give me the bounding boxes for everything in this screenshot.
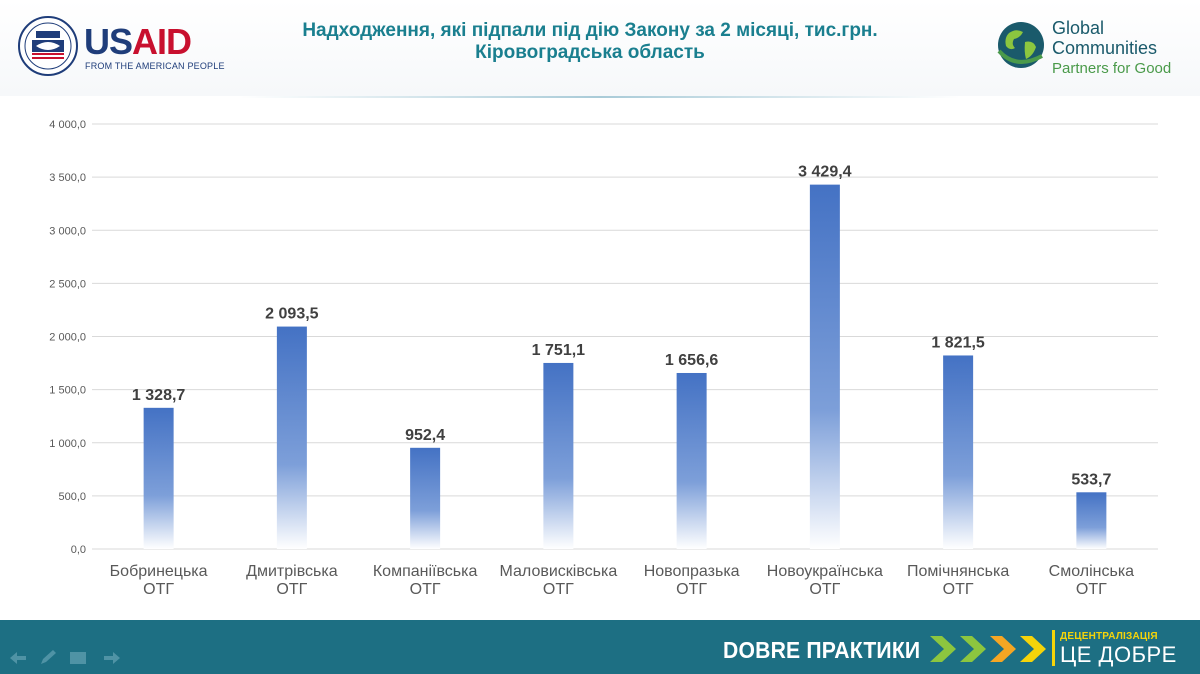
x-tick-label: Новоукраїнська [767, 563, 883, 580]
decentralization-logo: ДЕЦЕНТРАЛІЗАЦІЯ ЦЕ ДОБРЕ [1052, 628, 1192, 668]
bar [809, 184, 840, 549]
bar [276, 326, 307, 549]
data-label: 533,7 [1071, 471, 1111, 488]
x-tick-label: Новопразька [644, 563, 740, 580]
x-tick-label: Помічнянська [907, 563, 1009, 580]
y-tick-label: 2 000,0 [49, 332, 86, 344]
x-tick-label: Компаніївська [373, 563, 478, 580]
x-tick-label: Дмитрівська [246, 563, 338, 580]
y-tick-label: 1 000,0 [49, 438, 86, 450]
y-tick-label: 4 000,0 [49, 119, 86, 131]
y-tick-label: 2 500,0 [49, 278, 86, 290]
forward-arrow-icon[interactable] [104, 652, 120, 664]
bars [143, 184, 1107, 549]
grid-lines [92, 123, 1158, 550]
data-label: 3 429,4 [798, 164, 851, 181]
x-axis-labels: БобринецькаОТГДмитрівськаОТГКомпаніївськ… [110, 563, 1135, 598]
slide-title: Надходження, які підпали під дію Закону … [230, 20, 950, 64]
bar [943, 355, 974, 549]
usaid-logo: USAID FROM THE AMERICAN PEOPLE [18, 16, 224, 78]
usaid-tagline: FROM THE AMERICAN PEOPLE [85, 61, 225, 71]
x-tick-label: Бобринецька [110, 563, 208, 580]
title-line-1: Надходження, які підпали під дію Закону … [302, 20, 878, 41]
value-labels: 1 328,7 2 093,5 952,4 1 751,1 1 656,6 3 429,4… [132, 164, 1112, 489]
data-label: 1 328,7 [132, 387, 185, 404]
x-tick-label: Маловисківська [500, 563, 618, 580]
x-tick-label: ОТГ [943, 581, 974, 598]
title-line-2: Кіровоградська область [475, 42, 705, 63]
back-arrow-icon[interactable] [10, 652, 26, 664]
x-tick-label: ОТГ [410, 581, 441, 598]
gc-word-global: Global [1052, 18, 1105, 38]
bar [143, 407, 174, 549]
y-axis-ticks: 0,0 500,0 1 000,0 1 500,0 2 000,0 2 500,0 3 00… [49, 119, 86, 556]
usaid-seal-icon [18, 16, 78, 76]
slide-nav-controls [10, 650, 120, 664]
chevrons-icon [930, 636, 1046, 662]
x-tick-label: ОТГ [1076, 581, 1107, 598]
y-tick-label: 500,0 [58, 491, 86, 503]
bar [1076, 492, 1107, 549]
data-label: 2 093,5 [265, 306, 318, 323]
decentralization-line-2: ЦЕ ДОБРЕ [1060, 642, 1177, 667]
x-tick-label: Смолінська [1049, 563, 1135, 580]
decentralization-bar [1052, 630, 1055, 666]
gc-tagline: Partners for Good [1052, 60, 1172, 77]
footer-bar: DOBRE ПРАКТИКИ ДЕЦЕНТРАЛІЗАЦІЯ ЦЕ ДОБРЕ [0, 620, 1200, 674]
bar [543, 362, 574, 549]
bar [410, 447, 441, 549]
footer-title: DOBRE ПРАКТИКИ [723, 637, 921, 663]
y-tick-label: 3 000,0 [49, 225, 86, 237]
bar [676, 372, 707, 549]
bar-chart: 0,0 500,0 1 000,0 1 500,0 2 000,0 2 500,0 3 00… [49, 119, 1158, 598]
data-label: 1 821,5 [931, 334, 984, 351]
x-tick-label: ОТГ [809, 581, 840, 598]
header-divider [240, 96, 960, 98]
data-label: 1 656,6 [665, 352, 718, 369]
x-tick-label: ОТГ [276, 581, 307, 598]
x-tick-label: ОТГ [143, 581, 174, 598]
decentralization-line-1: ДЕЦЕНТРАЛІЗАЦІЯ [1060, 631, 1158, 642]
y-tick-label: 0,0 [71, 544, 86, 556]
global-communities-logo: Global Communities Partners for Good [996, 14, 1192, 84]
gc-word-communities: Communities [1052, 38, 1158, 58]
data-label: 1 751,1 [532, 342, 585, 359]
usaid-wordmark: USAID [84, 21, 192, 62]
slides-menu-icon[interactable] [70, 652, 86, 664]
y-tick-label: 1 500,0 [49, 385, 86, 397]
x-tick-label: ОТГ [543, 581, 574, 598]
x-tick-label: ОТГ [676, 581, 707, 598]
globe-icon [997, 22, 1044, 68]
data-label: 952,4 [405, 427, 445, 444]
y-tick-label: 3 500,0 [49, 172, 86, 184]
pen-icon[interactable] [41, 650, 56, 664]
